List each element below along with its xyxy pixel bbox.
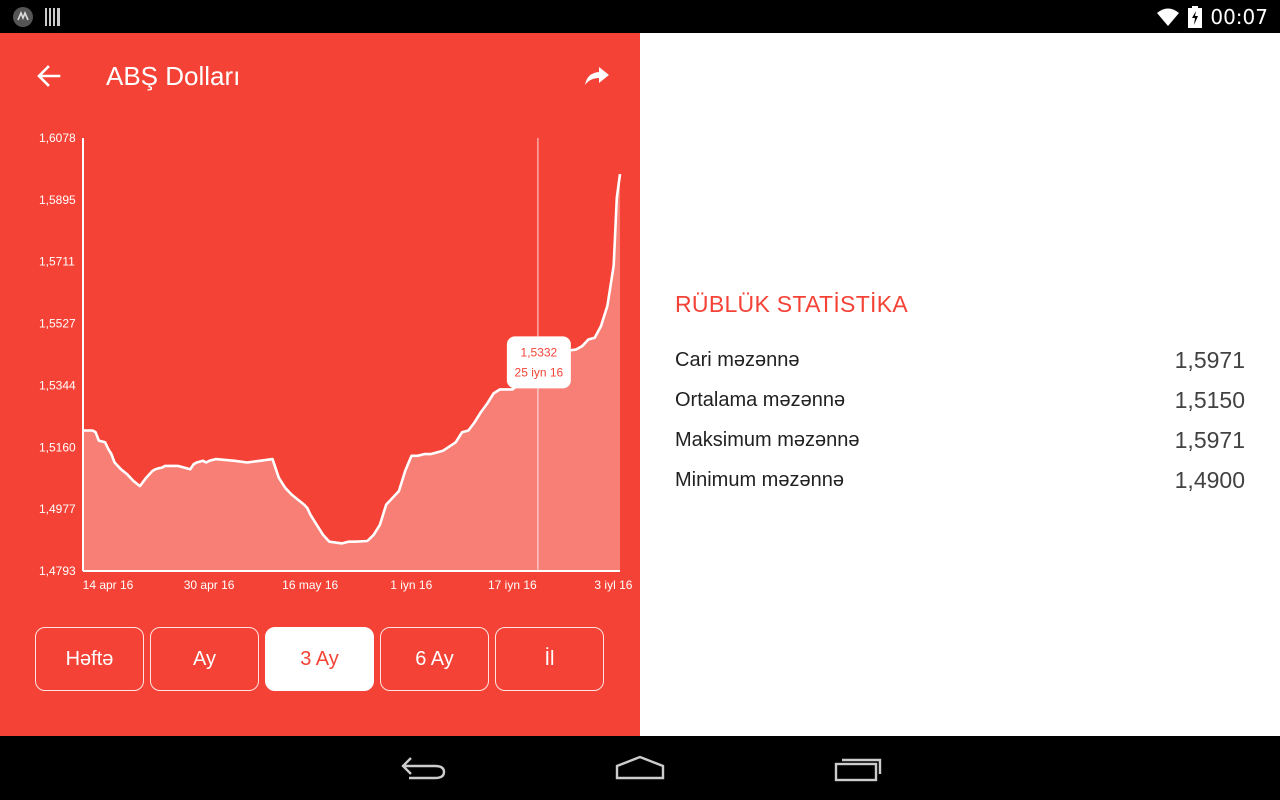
stat-row: Cari məzənnə 1,5971 [675, 340, 1245, 380]
wifi-icon [1157, 8, 1180, 26]
back-button[interactable] [34, 61, 64, 91]
stat-label: Cari məzənnə [675, 348, 800, 371]
period-button-0[interactable]: Həftə [35, 627, 144, 691]
share-icon [585, 67, 609, 85]
nav-back-button[interactable] [395, 750, 455, 786]
chart-tooltip: 1,5332 25 iyn 16 [506, 336, 571, 389]
nav-back-icon [401, 757, 446, 780]
stat-row: Minimum məzənnə 1,4900 [675, 460, 1245, 500]
x-tick-label: 17 iyn 16 [488, 578, 537, 592]
stat-value: 1,4900 [1174, 466, 1245, 493]
period-button-3[interactable]: 6 Ay [380, 627, 489, 691]
nav-recents-icon [834, 758, 882, 782]
period-button-1[interactable]: Ay [150, 627, 259, 691]
clock: 00:07 [1210, 5, 1268, 29]
stat-value: 1,5971 [1174, 346, 1245, 373]
stat-value: 1,5150 [1174, 386, 1245, 413]
y-tick-label: 1,4793 [39, 564, 76, 578]
app-notification-icon [13, 7, 33, 27]
arrow-back-icon [37, 65, 61, 87]
nav-recents-button[interactable] [828, 750, 888, 786]
stat-row: Maksimum məzənnə 1,5971 [675, 420, 1245, 460]
stat-value: 1,5971 [1174, 426, 1245, 453]
period-button-4[interactable]: İl [495, 627, 604, 691]
app-window: ABŞ Dolları 1,6078 1,5895 1,5711 1,5527 1,53… [0, 33, 1280, 736]
navigation-bar [0, 736, 1280, 800]
exchange-rate-chart[interactable]: 1,6078 1,5895 1,5711 1,5527 1,5344 1,5160 1,49… [0, 33, 640, 643]
nav-home-icon [615, 755, 665, 780]
y-tick-label: 1,5160 [39, 440, 76, 454]
tooltip-date: 25 iyn 16 [515, 365, 564, 379]
stat-row: Ortalama məzənnə 1,5150 [675, 380, 1245, 420]
x-tick-label: 16 may 16 [282, 578, 338, 592]
quarterly-statistics: RÜBLÜK STATİSTİKA Cari məzənnə 1,5971 Orta… [675, 291, 1245, 500]
y-tick-label: 1,5895 [39, 193, 76, 207]
x-tick-label: 14 apr 16 [83, 578, 134, 592]
nav-home-button[interactable] [610, 750, 670, 786]
barcode-icon [45, 8, 60, 26]
stats-title: RÜBLÜK STATİSTİKA [675, 291, 909, 317]
stat-label: Maksimum məzənnə [675, 428, 860, 451]
y-tick-label: 1,4977 [39, 502, 76, 516]
y-tick-label: 1,5344 [39, 378, 76, 392]
page-title: ABŞ Dolları [106, 61, 241, 91]
x-tick-label: 3 iyl 16 [594, 578, 632, 592]
chart-panel: ABŞ Dolları 1,6078 1,5895 1,5711 1,5527 1,53… [0, 33, 640, 736]
tooltip-value: 1,5332 [521, 345, 558, 359]
battery-charging-icon [1188, 6, 1203, 28]
stat-label: Minimum məzənnə [675, 468, 844, 491]
x-tick-label: 1 iyn 16 [390, 578, 432, 592]
chart-area-fill [83, 174, 620, 571]
status-bar: 00:07 [0, 0, 1280, 33]
share-button[interactable] [582, 61, 612, 91]
y-tick-label: 1,5711 [39, 255, 75, 269]
period-button-2[interactable]: 3 Ay [265, 627, 374, 691]
y-tick-label: 1,5527 [39, 317, 76, 331]
x-tick-label: 30 apr 16 [184, 578, 235, 592]
tooltip-box [506, 336, 571, 389]
stat-label: Ortalama məzənnə [675, 388, 846, 411]
y-tick-label: 1,6078 [39, 131, 76, 145]
period-selector: Həftə Ay 3 Ay 6 Ay İl [35, 627, 604, 691]
